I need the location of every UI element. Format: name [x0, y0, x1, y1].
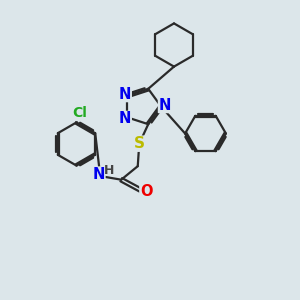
- Text: S: S: [134, 136, 145, 151]
- Text: H: H: [103, 164, 114, 177]
- Text: N: N: [158, 98, 171, 112]
- Text: N: N: [93, 167, 105, 182]
- Text: N: N: [119, 87, 131, 102]
- Text: O: O: [140, 184, 152, 199]
- Text: N: N: [119, 111, 131, 126]
- Text: Cl: Cl: [72, 106, 87, 120]
